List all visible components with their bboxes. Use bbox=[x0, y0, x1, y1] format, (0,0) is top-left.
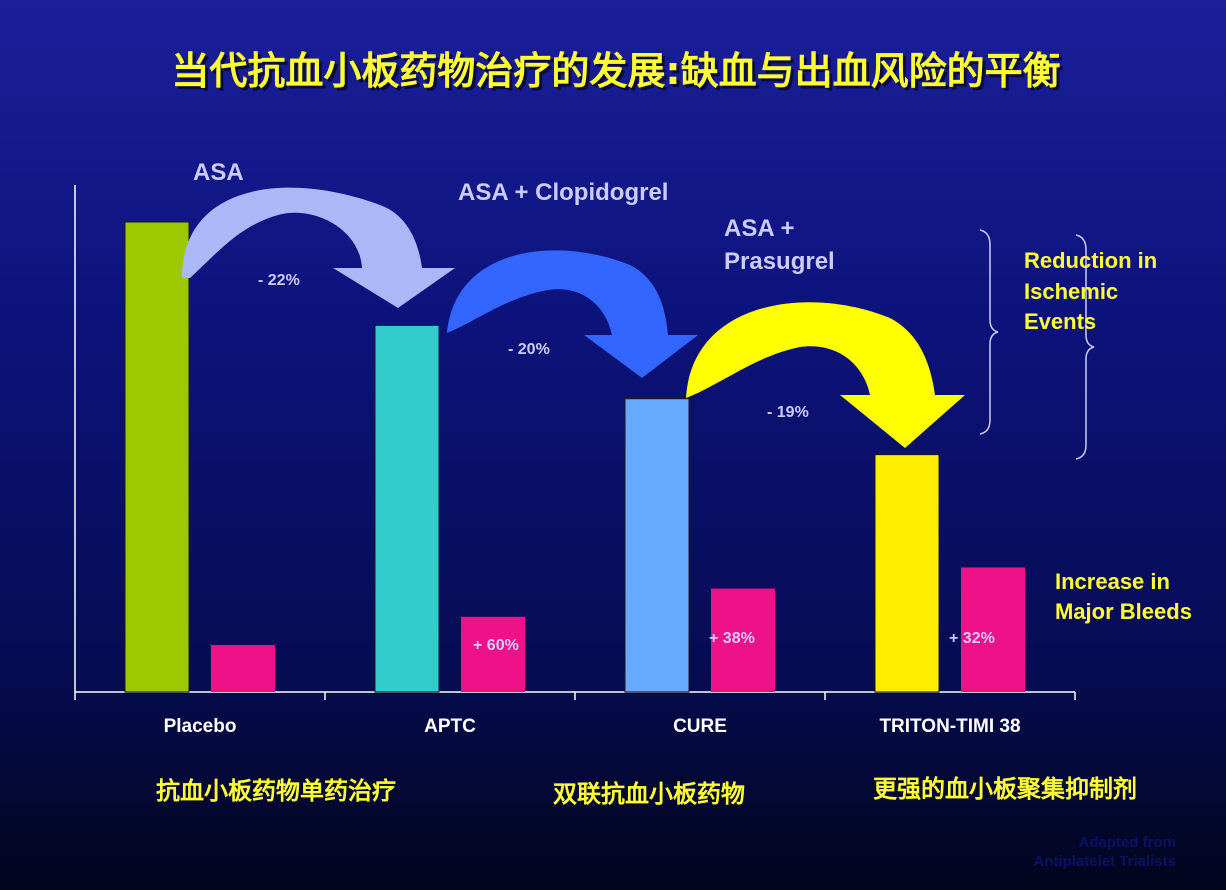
arrow-clopidogrel-icon bbox=[447, 250, 698, 378]
source-note: Adapted from Antiplatelet Trialists bbox=[1033, 834, 1176, 870]
arrow-asa-icon bbox=[182, 187, 455, 308]
side-label-bleeds-line2: Major Bleeds bbox=[1055, 599, 1192, 624]
side-label-bleeds: Increase in Major Bleeds bbox=[1055, 569, 1192, 624]
change-label-asa: - 22% bbox=[258, 272, 300, 289]
side-label-ischemic-line2: Ischemic bbox=[1024, 279, 1118, 304]
bleed-change-aptc: + 60% bbox=[473, 637, 519, 654]
bleed-change-labels: + 60% + 38% + 32% bbox=[473, 630, 995, 654]
category-labels: Placebo APTC CURE TRITON-TIMI 38 bbox=[164, 716, 1021, 737]
stage-label-dual: 双联抗血小板药物 bbox=[553, 780, 745, 808]
source-line2: Antiplatelet Trialists bbox=[1033, 853, 1176, 870]
ischemic-change-labels: - 22% - 20% - 19% bbox=[258, 272, 809, 421]
change-label-prasugrel: - 19% bbox=[767, 404, 809, 421]
slide-title-shadow: 当代抗血小板药物治疗的发展:缺血与出血风险的平衡 bbox=[174, 52, 1063, 96]
brace-ischemic-icon bbox=[979, 229, 999, 435]
chart-bars bbox=[124, 221, 1025, 693]
bleed-change-triton: + 32% bbox=[949, 630, 995, 647]
transition-arrows bbox=[182, 187, 965, 448]
category-label-cure: CURE bbox=[673, 716, 727, 737]
regimen-label-prasugrel-line2: Prasugrel bbox=[724, 248, 835, 275]
regimen-label-asa: ASA bbox=[193, 159, 244, 186]
side-label-ischemic-line3: Events bbox=[1024, 309, 1096, 334]
x-axis-ticks bbox=[74, 692, 1076, 700]
bar-bleed-triton bbox=[961, 567, 1025, 692]
stage-label-monotherapy: 抗血小板药物单药治疗 bbox=[156, 777, 396, 805]
category-label-aptc: APTC bbox=[424, 716, 476, 737]
bar-ischemic-triton bbox=[874, 454, 940, 693]
stage-label-potent: 更强的血小板聚集抑制剂 bbox=[873, 775, 1137, 803]
bleed-change-cure: + 38% bbox=[709, 630, 755, 647]
slide-title: 当代抗血小板药物治疗的发展:缺血与出血风险的平衡 当代抗血小板药物治疗的发展:缺… bbox=[171, 49, 1063, 96]
category-label-placebo: Placebo bbox=[164, 716, 237, 737]
regimen-label-prasugrel-line1: ASA + bbox=[724, 215, 794, 242]
bar-ischemic-cure bbox=[624, 398, 690, 693]
bar-ischemic-placebo bbox=[124, 221, 190, 693]
side-label-ischemic: Reduction in Ischemic Events bbox=[1024, 248, 1157, 334]
braces bbox=[979, 229, 1095, 460]
arrow-prasugrel-icon bbox=[686, 302, 965, 448]
regimen-label-clopidogrel: ASA + Clopidogrel bbox=[458, 179, 668, 206]
bar-bleed-cure bbox=[711, 588, 775, 692]
category-label-triton: TRITON-TIMI 38 bbox=[879, 716, 1020, 737]
side-label-ischemic-line1: Reduction in bbox=[1024, 248, 1157, 273]
bar-bleed-aptc bbox=[461, 616, 525, 692]
bar-bleed-placebo bbox=[211, 645, 275, 692]
source-line1: Adapted from bbox=[1079, 834, 1177, 851]
bar-ischemic-aptc bbox=[374, 324, 440, 693]
slide-title-text: 当代抗血小板药物治疗的发展:缺血与出血风险的平衡 bbox=[171, 49, 1060, 93]
side-label-bleeds-line1: Increase in bbox=[1055, 569, 1170, 594]
regimen-labels: ASA ASA + Clopidogrel ASA + Prasugrel bbox=[193, 159, 835, 275]
treatment-stage-labels: 抗血小板药物单药治疗 双联抗血小板药物 更强的血小板聚集抑制剂 bbox=[156, 775, 1137, 808]
brace-combined-icon bbox=[1075, 234, 1095, 460]
change-label-clopidogrel: - 20% bbox=[508, 341, 550, 358]
